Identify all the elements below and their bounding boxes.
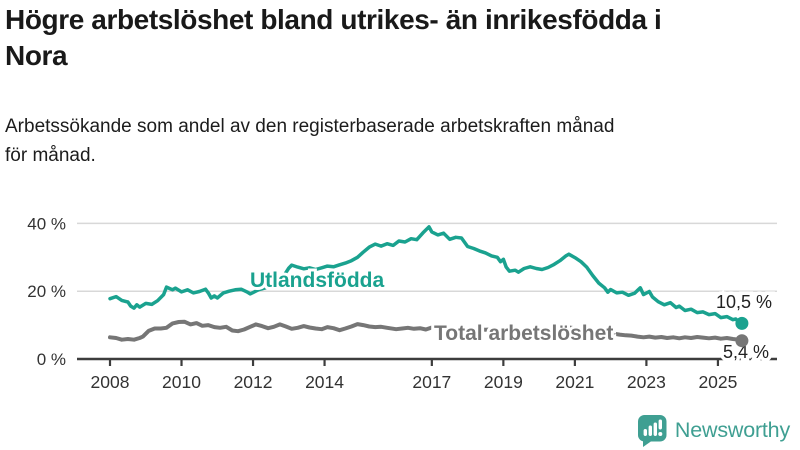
series-end-dot-total-arbetsloshet bbox=[735, 334, 749, 348]
chart-subtitle-line2: för månad. bbox=[5, 145, 96, 167]
y-tick-label: 20 % bbox=[27, 282, 66, 301]
y-tick-label: 0 % bbox=[37, 350, 66, 369]
x-tick-label: 2025 bbox=[698, 372, 737, 392]
newsworthy-brand-text: Newsworthy bbox=[674, 418, 790, 442]
x-tick-label: 2017 bbox=[412, 372, 451, 392]
x-tick-label: 2021 bbox=[555, 372, 594, 392]
series-label-total-arbetsloshet: Total arbetslöshet bbox=[434, 322, 613, 345]
x-tick-label: 2014 bbox=[305, 372, 344, 392]
series-end-dot-utlandsfodda bbox=[735, 316, 749, 330]
x-tick-label: 2023 bbox=[627, 372, 666, 392]
chart-subtitle: Arbetssökande som andel av den registerb… bbox=[5, 112, 792, 171]
end-value-label-utlandsfodda: 10,5 % bbox=[716, 292, 772, 312]
newsworthy-logo[interactable]: Newsworthy bbox=[637, 414, 790, 447]
page-title-line1: Högre arbetslöshet bland utrikes- än inr… bbox=[5, 4, 662, 35]
bar-chart-speech-bubble-icon bbox=[637, 415, 667, 447]
y-tick-label: 40 % bbox=[27, 214, 66, 233]
chart-subtitle-line1: Arbetssökande som andel av den registerb… bbox=[5, 116, 615, 137]
x-tick-label: 2012 bbox=[234, 372, 273, 392]
x-tick-label: 2019 bbox=[484, 372, 523, 392]
series-label-utlandsfodda: Utlandsfödda bbox=[250, 269, 384, 292]
series-line-utlandsfodda bbox=[108, 225, 744, 326]
page-title-line2: Nora bbox=[5, 39, 68, 71]
x-tick-label: 2008 bbox=[91, 372, 130, 392]
page-title: Högre arbetslöshet bland utrikes- än inr… bbox=[5, 2, 796, 74]
series-line-total-arbetsloshet bbox=[108, 319, 744, 343]
x-tick-label: 2010 bbox=[162, 372, 201, 392]
